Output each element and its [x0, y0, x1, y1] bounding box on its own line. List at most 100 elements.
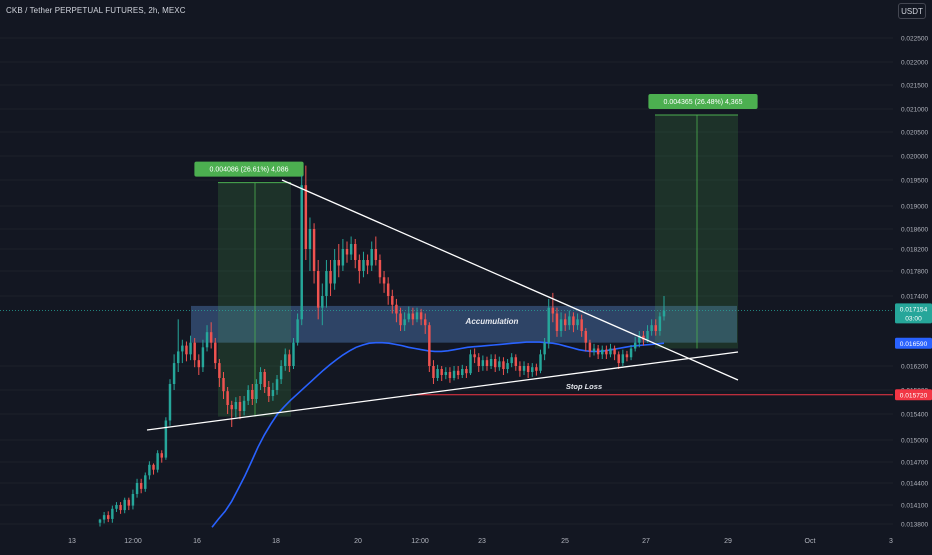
horizontal-levels	[0, 309, 893, 396]
candle	[419, 312, 423, 320]
candle	[218, 363, 221, 378]
candle	[242, 400, 246, 411]
y-tick-label: 0.019500	[901, 178, 928, 185]
candle	[123, 499, 126, 511]
candle	[613, 348, 616, 355]
candle	[354, 244, 357, 260]
candle	[493, 359, 497, 368]
candle	[399, 313, 402, 326]
annotations: Stop Loss	[566, 382, 602, 391]
candle	[465, 369, 468, 374]
candle	[349, 244, 353, 255]
candle	[378, 260, 382, 278]
candle	[510, 357, 513, 364]
candle	[144, 475, 147, 489]
candle	[386, 283, 390, 296]
price-tag-label: 0.016590	[900, 341, 928, 348]
candle	[296, 319, 299, 343]
candle	[662, 310, 666, 317]
candle	[592, 348, 596, 352]
candle	[185, 345, 188, 355]
candle	[609, 348, 612, 355]
candle	[617, 354, 620, 364]
candle	[477, 357, 480, 366]
candle	[568, 316, 571, 326]
candle	[152, 464, 155, 470]
candle	[580, 319, 583, 331]
y-tick-label: 0.014100	[901, 503, 928, 510]
y-tick-label: 0.015000	[901, 438, 928, 445]
ma-line	[211, 341, 665, 528]
candle	[271, 390, 275, 396]
candle	[226, 391, 229, 405]
candle	[403, 319, 406, 326]
y-tick-label: 0.020500	[901, 130, 928, 137]
candle	[506, 363, 509, 369]
measure-box	[218, 182, 291, 417]
stop-loss-label: Stop Loss	[566, 382, 602, 391]
symbol-title: CKB / Tether PERPETUAL FUTURES, 2h, MEXC	[6, 6, 186, 15]
x-tick-label: 25	[561, 538, 569, 545]
candle	[481, 360, 485, 366]
y-tick-label: 0.018200	[901, 247, 928, 254]
candle	[267, 387, 271, 396]
candle	[415, 312, 419, 320]
candle	[164, 420, 168, 458]
candle	[325, 271, 328, 296]
candle	[411, 313, 415, 320]
candle	[255, 384, 258, 399]
x-tick-label: 23	[478, 538, 486, 545]
candle	[214, 342, 217, 364]
candle	[251, 390, 254, 399]
time-axis[interactable]: 13 12:00 16 18 20 12:00 23 25 27 29 Oct 3	[68, 538, 893, 545]
candle	[259, 372, 262, 384]
trendlines[interactable]	[146, 179, 739, 431]
candle	[119, 505, 122, 511]
candle	[345, 249, 349, 255]
price-tag-label: 0.015720	[900, 392, 928, 399]
currency-button[interactable]: USDT	[898, 3, 926, 19]
candle	[238, 402, 242, 411]
y-tick-label: 0.021000	[901, 107, 928, 114]
x-tick-label: 12:00	[411, 538, 429, 545]
candle	[601, 349, 604, 355]
candle	[139, 483, 143, 489]
y-tick-label: 0.013800	[901, 522, 928, 529]
x-tick-label: 13	[68, 538, 76, 545]
candle	[333, 260, 336, 284]
candle	[358, 260, 361, 271]
price-tags: 0.017154 03:00 0.016590 0.015720	[895, 303, 932, 401]
candle	[526, 366, 530, 372]
candle	[222, 378, 225, 392]
candle	[559, 319, 563, 331]
candle	[428, 325, 431, 366]
candle	[201, 347, 205, 368]
candle	[633, 342, 637, 349]
y-tick-label: 0.022000	[901, 60, 928, 67]
candle	[288, 354, 291, 366]
x-tick-label: 12:00	[124, 538, 142, 545]
zone-rect	[191, 305, 737, 343]
candle	[337, 260, 341, 266]
candle	[658, 316, 662, 331]
candle	[654, 325, 658, 331]
candle	[551, 307, 555, 314]
x-tick-label: 16	[193, 538, 201, 545]
candle	[547, 307, 550, 343]
y-tick-label: 0.014400	[901, 481, 928, 488]
candle	[106, 515, 110, 519]
price-axis[interactable]: 0.022500 0.022000 0.021500 0.021000 0.020500…	[901, 36, 928, 529]
candle	[197, 360, 201, 368]
candle	[312, 229, 316, 271]
candle	[646, 331, 649, 340]
candle	[514, 357, 518, 366]
candle	[135, 483, 139, 494]
measure-label-bg	[648, 93, 758, 109]
candle	[444, 372, 448, 375]
candle	[205, 332, 209, 348]
y-tick-label: 0.021500	[901, 83, 928, 90]
candle	[539, 354, 542, 371]
accumulation-zone: Accumulation	[191, 305, 737, 343]
